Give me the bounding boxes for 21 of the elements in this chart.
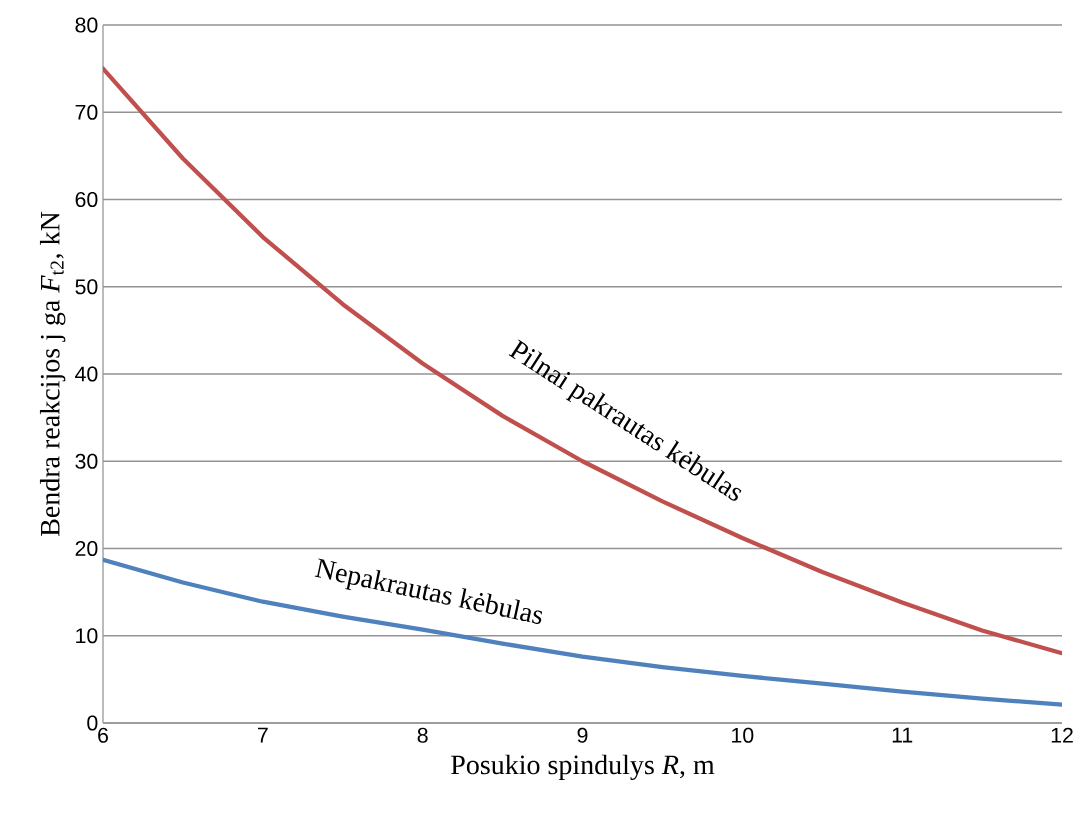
x-tick-label: 12	[1051, 727, 1073, 743]
y-tick-label: 20	[75, 540, 98, 557]
y-tick-label: 80	[75, 17, 98, 33]
y-tick-label: 50	[75, 279, 98, 295]
x-tick-label: 11	[892, 727, 913, 743]
x-tick-label: 9	[577, 727, 588, 743]
line-series	[103, 66, 1062, 656]
x-tick-label: 7	[257, 727, 268, 743]
y-tick-label: 40	[75, 366, 98, 382]
x-axis-title: Posukio spindulys R, m	[451, 754, 715, 781]
x-tick-label: 8	[417, 727, 428, 743]
x-tick-label: 6	[98, 727, 108, 743]
y-axis-title: Bendra reakcijos j ga F$_{t2}$, kN	[39, 211, 66, 536]
y-tick-label: 10	[76, 628, 98, 644]
text: Nepakrautas kėbulas	[314, 558, 543, 624]
y-tick-label: 30	[75, 453, 98, 469]
y-tick-label: 70	[75, 104, 98, 120]
x-tick-label: 10	[732, 727, 754, 743]
y-tick-label: 0	[87, 715, 98, 731]
line-series	[103, 557, 1062, 707]
y-tick-label: 60	[75, 191, 98, 208]
